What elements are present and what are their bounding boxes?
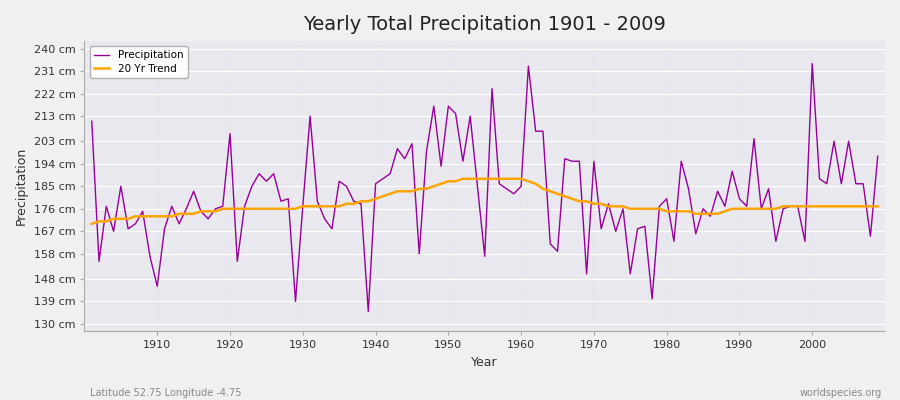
Precipitation bbox=[86, 119, 97, 124]
X-axis label: Year: Year bbox=[472, 356, 498, 369]
20 Yr Trend bbox=[348, 201, 359, 206]
Precipitation bbox=[145, 254, 156, 259]
Precipitation bbox=[363, 309, 374, 314]
Title: Yearly Total Precipitation 1901 - 2009: Yearly Total Precipitation 1901 - 2009 bbox=[303, 15, 666, 34]
Text: worldspecies.org: worldspecies.org bbox=[800, 388, 882, 398]
20 Yr Trend bbox=[872, 204, 883, 209]
20 Yr Trend bbox=[516, 176, 526, 181]
20 Yr Trend bbox=[305, 204, 316, 209]
Precipitation bbox=[523, 64, 534, 68]
Precipitation bbox=[610, 229, 621, 234]
Y-axis label: Precipitation: Precipitation bbox=[15, 147, 28, 225]
Precipitation bbox=[348, 199, 359, 204]
Text: Latitude 52.75 Longitude -4.75: Latitude 52.75 Longitude -4.75 bbox=[90, 388, 241, 398]
20 Yr Trend bbox=[86, 222, 97, 226]
Precipitation bbox=[806, 61, 817, 66]
20 Yr Trend bbox=[457, 176, 468, 181]
Line: 20 Yr Trend: 20 Yr Trend bbox=[92, 179, 878, 224]
Precipitation bbox=[516, 184, 526, 189]
20 Yr Trend bbox=[610, 204, 621, 209]
Line: Precipitation: Precipitation bbox=[92, 64, 878, 311]
20 Yr Trend bbox=[523, 179, 534, 184]
Legend: Precipitation, 20 Yr Trend: Precipitation, 20 Yr Trend bbox=[90, 46, 187, 78]
Precipitation bbox=[305, 114, 316, 118]
20 Yr Trend bbox=[145, 214, 156, 219]
Precipitation bbox=[872, 154, 883, 159]
